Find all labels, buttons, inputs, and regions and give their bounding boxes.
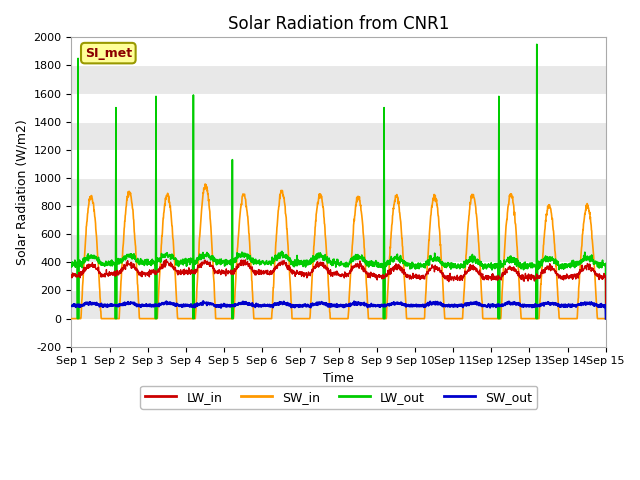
Bar bbox=[72, 37, 605, 65]
X-axis label: Time: Time bbox=[323, 372, 354, 385]
LW_in bbox=[602, 316, 609, 322]
Title: Solar Radiation from CNR1: Solar Radiation from CNR1 bbox=[228, 15, 449, 33]
LW_out bbox=[312, 257, 319, 263]
SW_out bbox=[552, 301, 560, 307]
LW_out bbox=[74, 316, 81, 322]
LW_in bbox=[163, 257, 170, 263]
SW_in bbox=[602, 316, 609, 322]
Bar bbox=[72, 122, 605, 150]
LW_in bbox=[602, 274, 609, 280]
LW_in bbox=[312, 264, 319, 270]
SW_in bbox=[368, 316, 376, 322]
SW_out bbox=[602, 303, 609, 309]
LW_in bbox=[468, 265, 476, 271]
LW_in bbox=[537, 269, 545, 275]
Bar bbox=[72, 263, 605, 290]
Bar bbox=[72, 178, 605, 206]
Bar bbox=[72, 150, 605, 178]
SW_in bbox=[468, 192, 476, 198]
SW_in bbox=[312, 223, 319, 229]
Bar bbox=[72, 290, 605, 319]
Y-axis label: Solar Radiation (W/m2): Solar Radiation (W/m2) bbox=[15, 119, 28, 265]
Text: SI_met: SI_met bbox=[84, 47, 132, 60]
Line: LW_in: LW_in bbox=[72, 260, 605, 319]
SW_out bbox=[312, 301, 319, 307]
LW_out bbox=[602, 261, 609, 266]
LW_in bbox=[368, 272, 376, 278]
SW_in bbox=[68, 316, 76, 322]
Bar bbox=[72, 319, 605, 347]
SW_in bbox=[552, 270, 560, 276]
Bar bbox=[72, 206, 605, 234]
SW_out bbox=[602, 316, 609, 322]
SW_in bbox=[537, 281, 545, 287]
LW_in bbox=[68, 273, 76, 278]
LW_out bbox=[368, 262, 376, 267]
LW_out bbox=[533, 41, 541, 47]
SW_out bbox=[468, 301, 476, 307]
SW_out bbox=[199, 298, 207, 304]
LW_out bbox=[553, 258, 561, 264]
LW_in bbox=[552, 271, 560, 276]
Bar bbox=[72, 94, 605, 122]
Line: SW_in: SW_in bbox=[72, 184, 605, 319]
LW_out bbox=[68, 264, 76, 270]
LW_out bbox=[538, 258, 545, 264]
Legend: LW_in, SW_in, LW_out, SW_out: LW_in, SW_in, LW_out, SW_out bbox=[140, 385, 537, 408]
SW_in bbox=[602, 316, 609, 322]
LW_out bbox=[602, 316, 609, 322]
Bar bbox=[72, 65, 605, 94]
SW_out bbox=[68, 303, 76, 309]
LW_out bbox=[468, 260, 476, 265]
SW_out bbox=[368, 302, 376, 308]
SW_out bbox=[537, 301, 545, 307]
Line: SW_out: SW_out bbox=[72, 301, 605, 319]
Line: LW_out: LW_out bbox=[72, 44, 605, 319]
SW_in bbox=[202, 181, 209, 187]
Bar bbox=[72, 234, 605, 263]
